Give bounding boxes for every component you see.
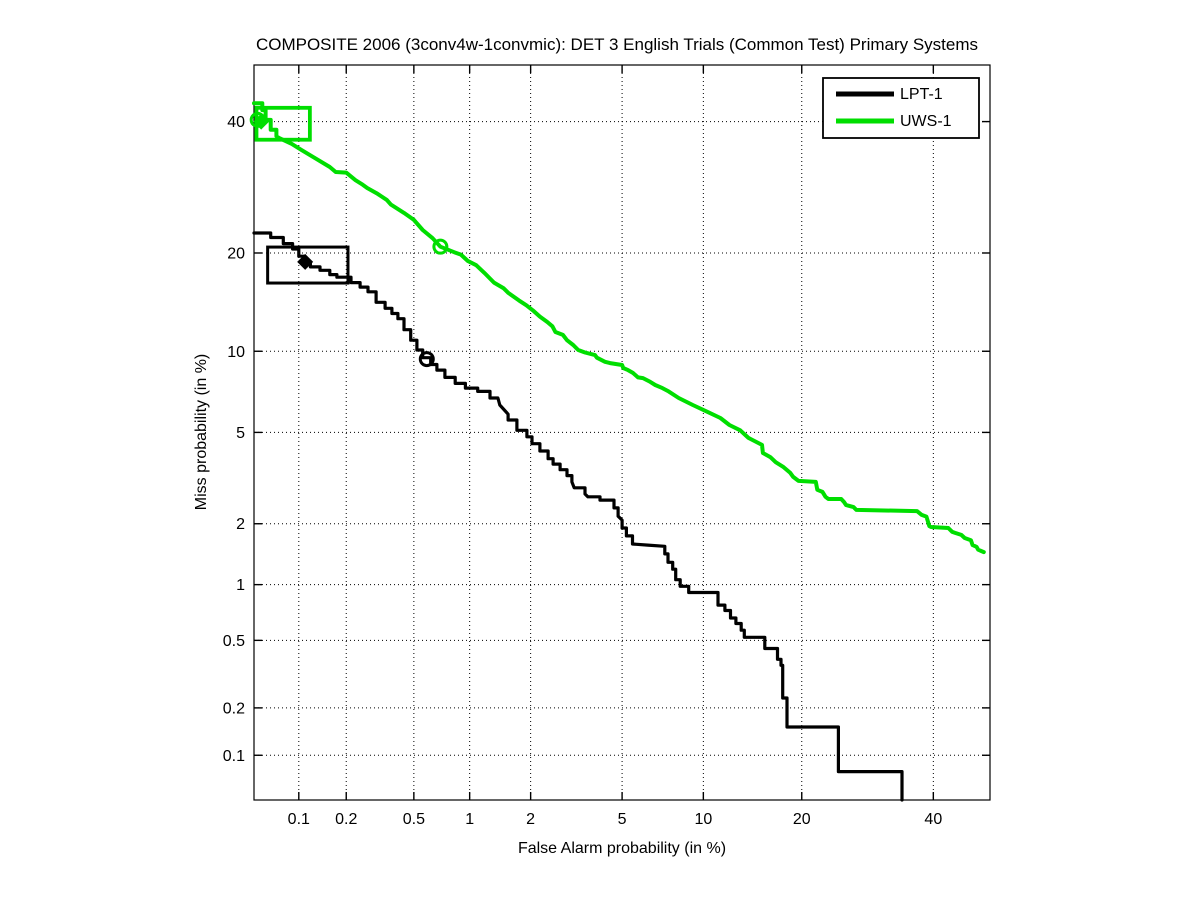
x-tick-label: 0.2: [335, 811, 357, 828]
x-tick-label: 0.1: [288, 811, 310, 828]
y-tick-label: 5: [236, 425, 245, 442]
det-curve-lpt-1: [252, 231, 904, 802]
y-tick-label: 2: [236, 516, 245, 533]
y-tick-label: 1: [236, 577, 245, 594]
y-tick-label: 0.2: [223, 700, 245, 717]
legend-label-uws1: UWS-1: [900, 113, 952, 130]
operating-point-box-lpt-1: [266, 245, 350, 285]
x-tick-label: 2: [526, 811, 535, 828]
data-series: [249, 101, 986, 802]
x-tick-label: 40: [924, 811, 942, 828]
y-tick-label: 0.1: [223, 748, 245, 765]
diamond-marker-uws-1: [253, 113, 270, 130]
x-tick-label: 10: [694, 811, 712, 828]
legend: LPT-1 UWS-1: [822, 77, 980, 139]
chart-title: COMPOSITE 2006 (3conv4w-1convmic): DET 3…: [256, 35, 978, 54]
x-tick-label: 0.5: [403, 811, 425, 828]
y-tick-label: 0.5: [223, 633, 245, 650]
axis-tick-labels: 0.1 0.2 0.5 1 2 5 10 20 40 0.1 0.2 0.5 1 2 5 10 20 40: [223, 114, 943, 828]
circle-marker-uws-1: [432, 238, 449, 255]
legend-box: [822, 77, 980, 139]
y-tick-label: 10: [227, 344, 245, 361]
circle-marker-lpt-1: [418, 351, 435, 368]
axis-ticks: [254, 65, 990, 800]
x-tick-label: 5: [618, 811, 627, 828]
diamond-marker-lpt-1: [297, 253, 314, 270]
y-tick-label: 40: [227, 114, 245, 131]
y-axis-label: Miss probability (in %): [193, 354, 210, 510]
x-axis-label: False Alarm probability (in %): [518, 840, 726, 857]
legend-label-lpt1: LPT-1: [900, 86, 943, 103]
y-tick-label: 20: [227, 245, 245, 262]
det-curve-uws-1: [252, 101, 986, 555]
x-tick-label: 1: [465, 811, 474, 828]
x-tick-label: 20: [793, 811, 811, 828]
